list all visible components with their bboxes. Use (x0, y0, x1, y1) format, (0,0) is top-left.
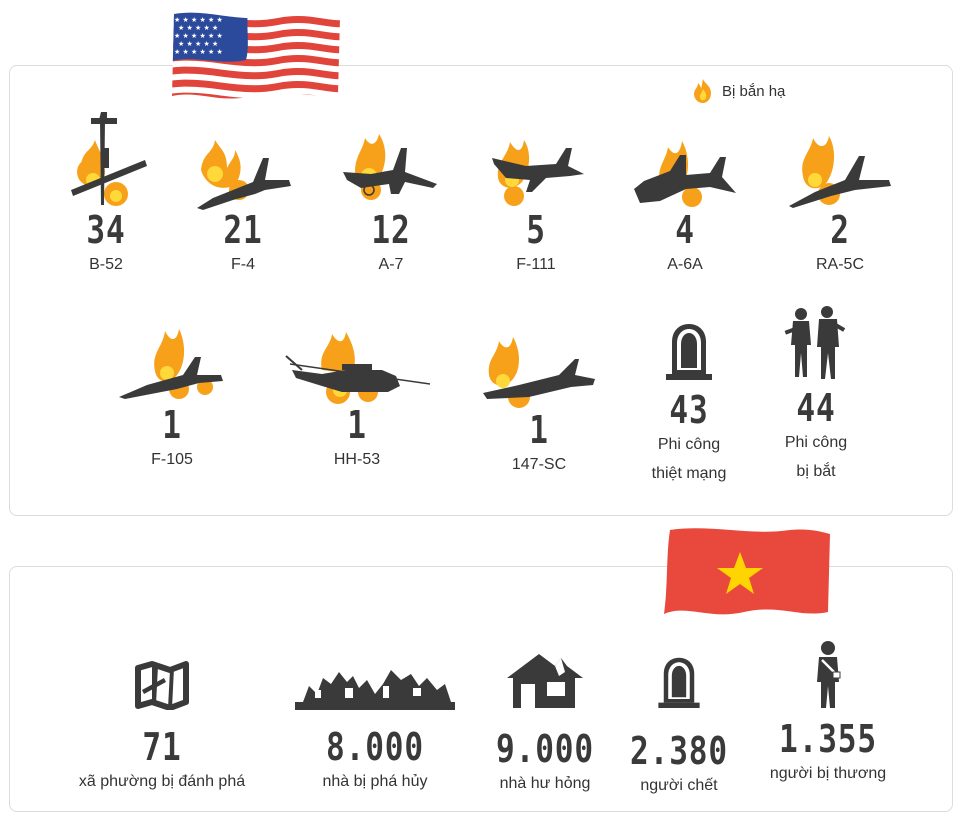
b52-count: 34 (86, 208, 126, 252)
svg-text:★ ★ ★ ★ ★: ★ ★ ★ ★ ★ (178, 40, 218, 48)
svg-text:★ ★ ★ ★ ★ ★: ★ ★ ★ ★ ★ ★ (174, 16, 223, 24)
f105-burning-icon (119, 329, 223, 399)
aircraft-a6a: 4 A-6A (610, 135, 760, 279)
a7-burning-icon (343, 134, 437, 200)
pilots-killed-line2: thiệt mạng (651, 465, 727, 482)
svg-text:★ ★ ★ ★ ★ ★: ★ ★ ★ ★ ★ ★ (174, 48, 223, 56)
damaged-house-icon (507, 654, 583, 708)
communes-label: xã phường bị đánh phá (78, 773, 246, 790)
aircraft-f111: 5 F-111 (461, 130, 611, 279)
f111-count: 5 (526, 208, 546, 252)
people-injured-count: 1.355 (779, 717, 877, 761)
tombstone-icon (666, 324, 712, 380)
us-losses-panel (9, 65, 953, 516)
pilots-captured-line2: bị bắt (796, 463, 836, 480)
hh53-burning-icon (285, 332, 431, 404)
legend: Bị bắn hạ (692, 78, 785, 104)
b52-burning-icon (71, 112, 147, 206)
svg-text:★ ★ ★ ★ ★: ★ ★ ★ ★ ★ (178, 24, 218, 32)
a6a-label: A-6A (667, 256, 703, 273)
tombstone-icon (658, 657, 700, 708)
houses-destroyed-count: 8.000 (326, 725, 424, 769)
ra5c-burning-icon (789, 136, 891, 208)
ruins-icon (295, 670, 455, 710)
injured-person-icon (817, 641, 841, 708)
people-injured: 1.355 người bị thương (743, 640, 913, 788)
147sc-label: 147-SC (511, 456, 567, 473)
f4-label: F-4 (231, 256, 255, 273)
aircraft-b52: 34 B-52 (31, 110, 181, 279)
147sc-count: 1 (529, 408, 549, 452)
aircraft-f105: 1 F-105 (97, 325, 247, 474)
aircraft-hh53: 1 HH-53 (282, 330, 432, 474)
people-killed-label: người chết (640, 777, 718, 794)
a6a-burning-icon (634, 141, 736, 207)
pilots-captured-line1: Phi công (784, 434, 848, 451)
pilots-killed-count: 43 (669, 388, 709, 432)
legend-label: Bị bắn hạ (722, 82, 786, 100)
a7-count: 12 (371, 208, 411, 252)
houses-destroyed-label: nhà bị phá hủy (322, 773, 428, 790)
f4-count: 21 (223, 208, 263, 252)
pilots-captured-count: 44 (796, 386, 836, 430)
aircraft-ra5c: 2 RA-5C (765, 130, 915, 279)
svg-text:★ ★ ★ ★ ★ ★: ★ ★ ★ ★ ★ ★ (174, 32, 223, 40)
houses-destroyed: 8.000 nhà bị phá hủy (290, 664, 460, 796)
flame-icon (694, 79, 711, 103)
houses-damaged-count: 9.000 (496, 727, 594, 771)
soldiers-icon (784, 306, 846, 379)
f111-burning-icon (492, 140, 584, 206)
us-flag-icon: ★ ★ ★ ★ ★ ★ ★ ★ ★ ★ ★ ★ ★ ★ ★ ★ ★ ★ ★ ★ … (172, 12, 340, 99)
pilots-captured: 44 Phi công bị bắt (741, 305, 891, 486)
houses-damaged: 9.000 nhà hư hỏng (460, 650, 630, 798)
ra5c-label: RA-5C (815, 256, 864, 273)
aircraft-a7: 12 A-7 (316, 130, 466, 279)
hh53-count: 1 (347, 403, 367, 447)
aircraft-f4: 21 F-4 (168, 130, 318, 279)
aircraft-147sc: 1 147-SC (464, 335, 614, 479)
hh53-label: HH-53 (333, 451, 381, 468)
communes-count: 71 (142, 725, 182, 769)
communes-bombed: 71 xã phường bị đánh phá (77, 660, 247, 796)
a6a-count: 4 (675, 208, 695, 252)
ra5c-count: 2 (830, 208, 850, 252)
people-injured-label: người bị thương (769, 765, 887, 782)
pilots-killed: 43 Phi công thiệt mạng (614, 322, 764, 488)
people-killed-count: 2.380 (630, 729, 728, 773)
a7-label: A-7 (378, 256, 404, 273)
f105-count: 1 (162, 403, 182, 447)
houses-damaged-label: nhà hư hỏng (499, 775, 591, 792)
pilots-killed-line1: Phi công (657, 436, 721, 453)
f4-burning-icon (197, 140, 291, 210)
147sc-burning-icon (483, 337, 595, 408)
vietnam-flag-icon (664, 528, 830, 615)
people-killed: 2.380 người chết (594, 656, 764, 800)
map-icon (135, 661, 189, 711)
b52-label: B-52 (89, 256, 123, 273)
f105-label: F-105 (151, 451, 193, 468)
f111-label: F-111 (516, 256, 556, 273)
